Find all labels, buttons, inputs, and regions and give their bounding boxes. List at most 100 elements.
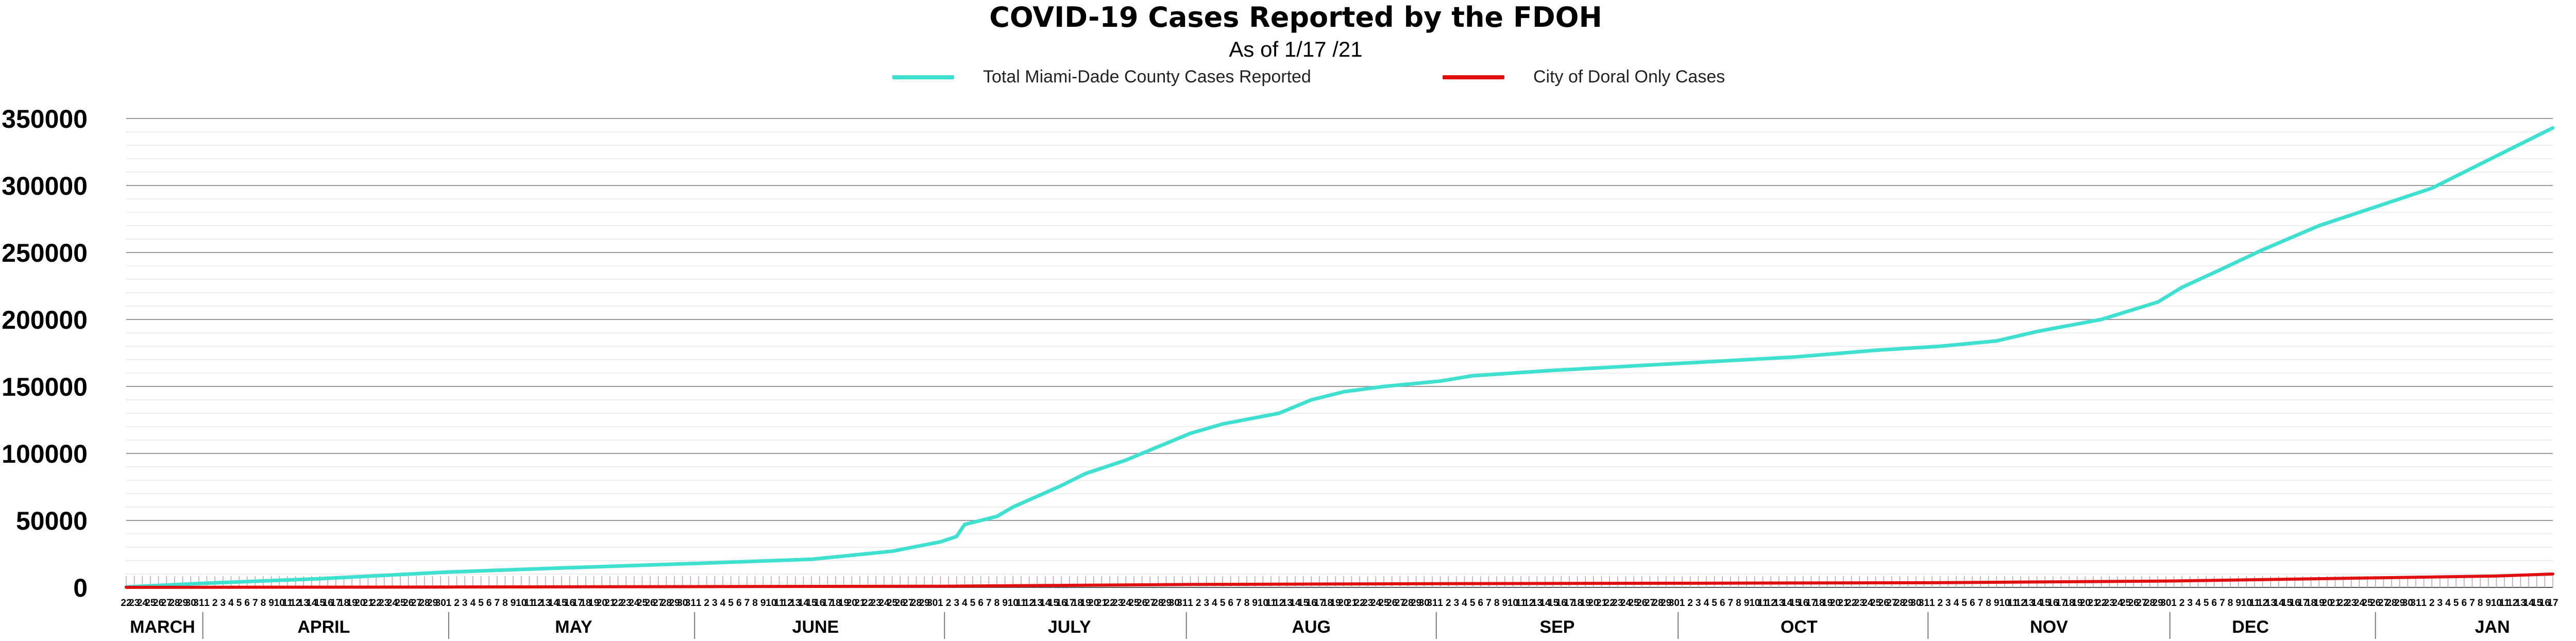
x-day-label: 21 [363, 598, 374, 609]
x-day-label: 4 [470, 598, 476, 609]
x-day-label: 11 [774, 598, 785, 609]
x-day-label: 30 [1910, 598, 1921, 609]
x-day-label: 17 [2547, 598, 2558, 609]
x-day-label: 16 [564, 598, 575, 609]
x-day-label: 20 [354, 598, 365, 609]
x-day-label: 14 [306, 598, 317, 609]
x-day-label: 29 [1660, 598, 1671, 609]
x-day-label: 29 [177, 598, 188, 609]
x-day-label: 23 [1854, 598, 1865, 609]
x-day-label: 19 [2072, 598, 2082, 609]
x-day-label: 7 [744, 598, 750, 609]
x-day-label: 30 [1419, 598, 1430, 609]
x-day-label: 12 [1024, 598, 1035, 609]
x-day-label: 6 [1970, 598, 1975, 609]
x-day-label: 12 [2507, 598, 2518, 609]
chart-title: COVID-19 Cases Reported by the FDOH [989, 1, 1602, 33]
x-day-label: 2 [2429, 598, 2435, 609]
x-day-label: 19 [1822, 598, 1833, 609]
x-day-label: 21 [1096, 598, 1108, 609]
x-day-label: 20 [1088, 598, 1099, 609]
x-day-label: 16 [2047, 598, 2058, 609]
legend-item-miami-dade: Total Miami-Dade County Cases Reported [892, 67, 1311, 87]
x-day-label: 6 [1720, 598, 1725, 609]
x-day-label: 4 [1954, 598, 1959, 609]
x-day-label: 16 [2290, 598, 2300, 609]
x-day-label: 15 [1298, 598, 1309, 609]
x-day-label: 14 [1782, 598, 1793, 609]
x-day-label: 30 [435, 598, 446, 609]
x-day-label: 10 [1258, 598, 1268, 609]
y-tick-label: 50000 [16, 507, 88, 535]
x-day-label: 19 [588, 598, 599, 609]
x-day-label: 15 [1790, 598, 1801, 609]
x-day-label: 17 [1564, 598, 1574, 609]
x-day-label: 19 [838, 598, 849, 609]
x-day-label: 8 [1244, 598, 1250, 609]
x-day-label: 22 [1104, 598, 1115, 609]
x-day-label: 4 [228, 598, 234, 609]
x-day-label: 9 [268, 598, 274, 609]
x-day-label: 27 [2136, 598, 2147, 609]
x-day-label: 10 [1999, 598, 2010, 609]
x-day-label: 8 [2478, 598, 2483, 609]
x-day-label: 4 [962, 598, 968, 609]
x-day-label: 2 [704, 598, 709, 609]
x-day-label: 23 [129, 598, 140, 609]
x-day-label: 19 [347, 598, 358, 609]
x-month-label: AUG [1292, 617, 1331, 637]
legend-swatch-miami-dade [892, 75, 954, 79]
x-day-label: 8 [261, 598, 266, 609]
x-day-label: 18 [1072, 598, 1083, 609]
x-day-label: 30 [1169, 598, 1180, 609]
x-day-label: 6 [1478, 598, 1484, 609]
x-day-label: 16 [1556, 598, 1567, 609]
y-tick-label: 150000 [2, 373, 88, 401]
y-tick-label: 250000 [2, 239, 88, 267]
x-day-label: 25 [1378, 598, 1389, 609]
x-day-label: 1 [938, 598, 943, 609]
x-month-label: JULY [1048, 617, 1091, 637]
x-day-label: 29 [427, 598, 438, 609]
x-day-label: 9 [760, 598, 766, 609]
x-day-label: 29 [2394, 598, 2405, 609]
x-day-label: 8 [1986, 598, 1991, 609]
x-day-label: 11 [1016, 598, 1027, 609]
x-day-label: 10 [766, 598, 776, 609]
x-day-label: 10 [2491, 598, 2502, 609]
x-day-label: 3 [220, 598, 226, 609]
x-month-label: SEP [1539, 617, 1574, 637]
x-day-label: 10 [274, 598, 285, 609]
x-day-label: 23 [2346, 598, 2357, 609]
x-day-label: 2 [946, 598, 952, 609]
x-day-label: 21 [604, 598, 616, 609]
x-day-label: 6 [1228, 598, 1233, 609]
x-day-label: 12 [2015, 598, 2026, 609]
x-day-label: 24 [387, 598, 398, 609]
x-day-label: 27 [2378, 598, 2389, 609]
x-day-label: 14 [548, 598, 560, 609]
legend-swatch-doral [1443, 75, 1504, 79]
legend: Total Miami-Dade County Cases Reported C… [0, 67, 2576, 93]
x-day-label: 20 [1830, 598, 1841, 609]
x-day-label: 22 [862, 598, 873, 609]
x-day-label: 18 [830, 598, 841, 609]
x-day-label: 7 [1978, 598, 1984, 609]
x-day-label: 13 [2023, 598, 2034, 609]
x-day-label: 30 [1669, 598, 1680, 609]
x-day-label: 24 [1121, 598, 1132, 609]
x-day-label: 12 [782, 598, 793, 609]
x-day-label: 26 [1137, 598, 1147, 609]
x-day-label: 18 [1814, 598, 1824, 609]
x-day-label: 26 [645, 598, 656, 609]
x-day-label: 26 [2128, 598, 2139, 609]
x-day-label: 16 [1306, 598, 1317, 609]
x-day-label: 2 [1937, 598, 1943, 609]
x-day-label: 17 [1806, 598, 1817, 609]
x-day-label: 9 [2486, 598, 2492, 609]
x-day-label: 19 [1580, 598, 1591, 609]
x-day-label: 11 [524, 598, 535, 609]
x-day-label: 27 [1645, 598, 1655, 609]
x-day-label: 27 [903, 598, 913, 609]
x-day-label: 13 [298, 598, 309, 609]
